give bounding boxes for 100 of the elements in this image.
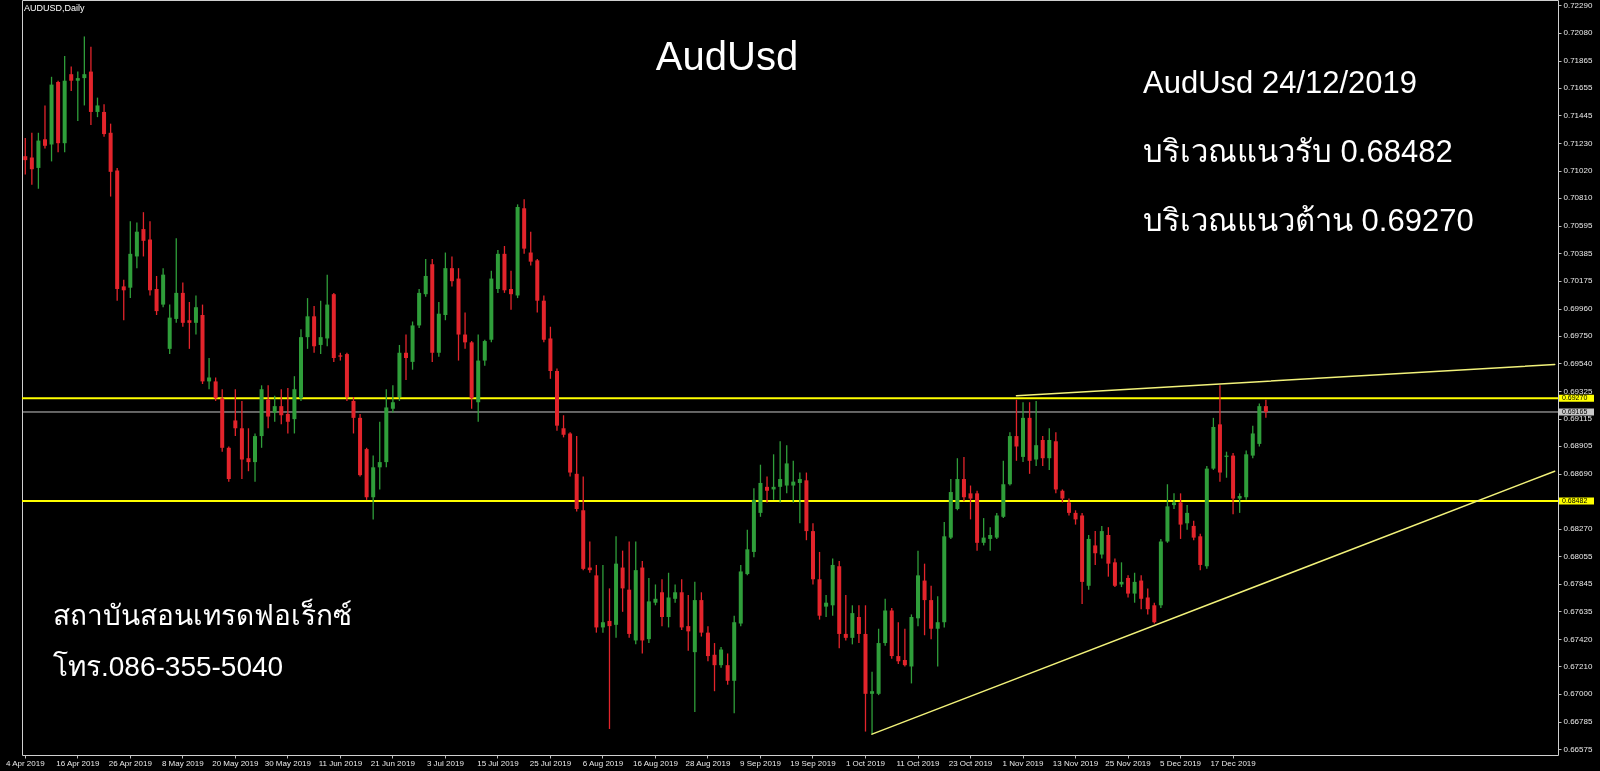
y-tick-label: 0.70175 bbox=[1563, 276, 1593, 286]
candlestick bbox=[1099, 525, 1104, 560]
candlestick bbox=[449, 255, 454, 288]
candlestick bbox=[377, 421, 382, 491]
candlestick bbox=[1237, 492, 1242, 514]
x-tick-label: 8 May 2019 bbox=[161, 758, 205, 768]
candlestick bbox=[482, 339, 487, 367]
y-tick-label: 0.68905 bbox=[1563, 441, 1593, 451]
candlestick bbox=[1250, 425, 1255, 459]
x-tick-label: 30 May 2019 bbox=[264, 758, 312, 768]
annotation: AUDUSD,Daily bbox=[24, 3, 86, 13]
candlestick bbox=[213, 376, 218, 402]
candlestick bbox=[784, 444, 789, 494]
y-tick-label: 0.67210 bbox=[1563, 661, 1593, 671]
y-tick-label: 0.67845 bbox=[1563, 579, 1593, 589]
candlestick bbox=[1014, 398, 1019, 462]
candlestick bbox=[824, 594, 829, 618]
x-tick-label: 13 Nov 2019 bbox=[1052, 758, 1099, 768]
x-tick-label: 3 Jul 2019 bbox=[426, 758, 465, 768]
x-tick-label: 11 Oct 2019 bbox=[896, 758, 941, 768]
candlestick bbox=[1191, 520, 1196, 541]
y-tick-label: 0.72080 bbox=[1563, 28, 1593, 38]
candlestick bbox=[1185, 504, 1190, 531]
candlestick bbox=[797, 471, 802, 524]
candlestick bbox=[1263, 398, 1268, 419]
candlestick bbox=[246, 427, 251, 472]
y-tick-label: 0.72290 bbox=[1563, 0, 1593, 10]
y-tick-label: 0.69115 bbox=[1563, 414, 1593, 423]
candlestick bbox=[1152, 602, 1157, 625]
x-tick-label: 25 Nov 2019 bbox=[1105, 758, 1152, 768]
y-tick-label: 0.69750 bbox=[1563, 331, 1593, 341]
candlestick bbox=[843, 594, 848, 642]
candlestick bbox=[390, 384, 395, 414]
y-tick-label: 0.68690 bbox=[1563, 469, 1593, 479]
candlestick bbox=[69, 65, 74, 92]
candlestick bbox=[266, 384, 271, 429]
candlestick bbox=[1093, 530, 1098, 566]
candlestick bbox=[1132, 572, 1137, 604]
candlestick bbox=[121, 279, 126, 321]
candlestick bbox=[463, 311, 468, 350]
x-tick-label: 9 Sep 2019 bbox=[739, 758, 782, 768]
candlestick bbox=[233, 388, 238, 437]
candlestick bbox=[856, 604, 861, 644]
candlestick bbox=[961, 456, 966, 502]
candlestick bbox=[1126, 574, 1131, 599]
y-tick-label: 0.68270 bbox=[1563, 524, 1593, 533]
y-tick-label: 0.71020 bbox=[1563, 166, 1593, 176]
x-tick-label: 1 Nov 2019 bbox=[1002, 758, 1045, 768]
candlestick bbox=[922, 563, 927, 636]
annotation: สถาบันสอนเทรดฟอเร็กซ์ bbox=[53, 598, 352, 631]
y-tick-label: 0.69960 bbox=[1563, 304, 1593, 314]
candlestick bbox=[791, 460, 796, 504]
x-tick-label: 28 Aug 2019 bbox=[685, 758, 731, 768]
x-tick-label: 20 May 2019 bbox=[212, 758, 260, 768]
y-tick-label: 0.67635 bbox=[1563, 606, 1593, 616]
annotation: AudUsd 24/12/2019 bbox=[1143, 65, 1418, 100]
x-tick-label: 25 Jul 2019 bbox=[529, 758, 572, 768]
y-tick-label: 0.71445 bbox=[1563, 110, 1593, 120]
candlestick bbox=[509, 270, 514, 311]
candlestick bbox=[725, 652, 730, 686]
candlestick bbox=[1178, 492, 1183, 540]
y-tick-label: 0.71655 bbox=[1563, 83, 1593, 93]
y-tick-label: 0.71865 bbox=[1563, 56, 1593, 66]
candlestick bbox=[870, 671, 875, 735]
y-tick-label: 0.68055 bbox=[1563, 551, 1593, 561]
x-tick-label: 15 Jul 2019 bbox=[477, 758, 520, 768]
y-tick-label: 0.66785 bbox=[1563, 717, 1593, 727]
candlestick bbox=[1145, 587, 1150, 616]
candlestick bbox=[141, 211, 146, 258]
candlestick bbox=[29, 132, 34, 186]
candlestick bbox=[285, 387, 290, 435]
x-tick-label: 16 Aug 2019 bbox=[632, 758, 679, 768]
candlestick bbox=[1034, 400, 1039, 467]
candlestick bbox=[187, 301, 192, 350]
candlestick bbox=[673, 583, 678, 604]
x-tick-label: 11 Jun 2019 bbox=[318, 758, 363, 768]
candlestick bbox=[1112, 557, 1117, 588]
candlestick bbox=[154, 275, 159, 316]
x-tick-label: 6 Aug 2019 bbox=[582, 758, 624, 768]
annotation: โทร.086-355-5040 bbox=[53, 650, 284, 682]
x-tick-label: 4 Apr 2019 bbox=[5, 758, 46, 768]
x-tick-label: 17 Dec 2019 bbox=[1210, 758, 1257, 768]
candlestick bbox=[305, 297, 310, 350]
candlestick bbox=[528, 231, 533, 267]
candlestick bbox=[318, 300, 323, 355]
candlestick bbox=[279, 388, 284, 426]
candlestick bbox=[82, 35, 87, 107]
candlestick bbox=[666, 572, 671, 629]
candlestick bbox=[994, 512, 999, 540]
candlestick bbox=[981, 517, 986, 547]
candlestick bbox=[75, 70, 80, 122]
candlestick bbox=[719, 646, 724, 669]
y-tick-label: 0.69540 bbox=[1563, 358, 1593, 368]
candlestick bbox=[1040, 435, 1045, 467]
candlestick bbox=[765, 475, 770, 504]
candlestick bbox=[1139, 574, 1144, 610]
x-tick-label: 5 Dec 2019 bbox=[1160, 758, 1202, 768]
x-tick-label: 16 Apr 2019 bbox=[56, 758, 100, 768]
candlestick bbox=[712, 642, 717, 692]
y-tick-label: 0.71230 bbox=[1563, 138, 1593, 148]
